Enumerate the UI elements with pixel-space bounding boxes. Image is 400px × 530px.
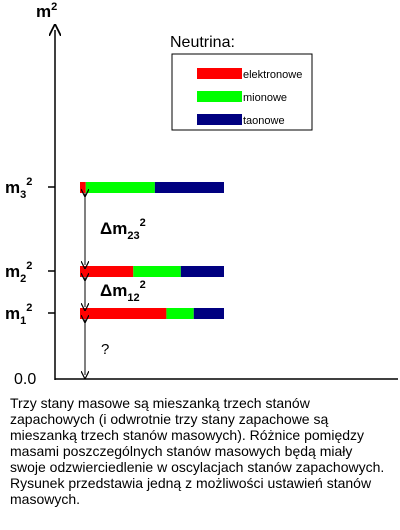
legend-swatch-tau: [197, 114, 242, 125]
mass-bars: [80, 182, 224, 319]
caption: Trzy stany masowe są mieszanką trzech st…: [10, 395, 385, 507]
bar-m2-muon: [133, 266, 181, 277]
gap-label-23: Δm232: [100, 217, 146, 242]
legend-label-electron: elektronowe: [243, 69, 302, 81]
bar-m2-tau: [180, 266, 224, 277]
gap-label-unknown: ?: [101, 341, 109, 358]
legend-label-muon: mionowe: [243, 92, 287, 104]
y-axis-title: m2: [36, 1, 57, 21]
bar-m3-muon: [85, 182, 155, 193]
bar-m1-electron: [80, 308, 167, 319]
legend-title: Neutrina:: [170, 34, 235, 51]
bar-m1-muon: [166, 308, 194, 319]
bar-m2-electron: [80, 266, 134, 277]
level-label-m2: m22: [5, 260, 32, 285]
mass-diagram: m2 0.0 m32 m22 m12 Δm232 Δm122 ? Neutrin…: [5, 1, 398, 388]
legend: Neutrina: elektronowe mionowe taonowe: [170, 34, 313, 131]
bar-m3-electron: [80, 182, 86, 193]
level-label-m1: m12: [5, 302, 32, 327]
legend-swatch-electron: [197, 68, 242, 79]
bar-m1-tau: [193, 308, 224, 319]
legend-swatch-muon: [197, 91, 242, 102]
gap-label-12: Δm122: [100, 279, 146, 304]
bar-m3-tau: [154, 182, 224, 193]
level-label-m3: m32: [5, 176, 32, 201]
legend-label-tau: taonowe: [243, 115, 285, 127]
origin-label: 0.0: [14, 371, 36, 388]
